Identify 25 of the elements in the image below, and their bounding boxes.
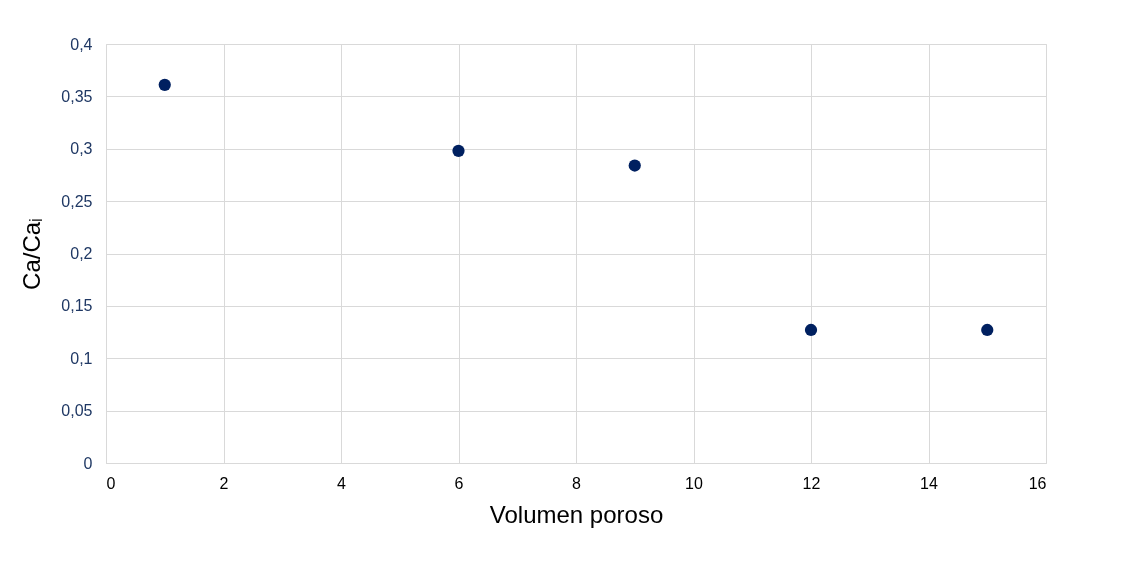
x-tick-label: 14	[920, 474, 938, 492]
point	[158, 78, 171, 91]
y-tick-label: 0,05	[61, 402, 93, 420]
point	[628, 159, 641, 172]
y-tick-label: 0,15	[61, 297, 93, 315]
x-tick-label: 0	[106, 474, 116, 492]
y-tick-label: 0,4	[70, 35, 93, 53]
x-tick-label: 10	[685, 474, 703, 492]
x-tick-label: 6	[454, 474, 464, 492]
y-axis-title: Ca/Caᵢ	[18, 218, 46, 290]
x-tick-label: 4	[337, 474, 347, 492]
y-tick-label: 0,35	[61, 87, 93, 105]
x-tick-label: 8	[572, 474, 582, 492]
x-tick-label: 16	[1028, 474, 1047, 492]
y-tick-label: 0,1	[70, 349, 93, 367]
y-tick-label: 0	[83, 454, 93, 472]
y-tick-label: 0,25	[61, 192, 93, 210]
point	[452, 144, 465, 157]
point	[804, 323, 818, 337]
x-tick-label: 12	[802, 474, 821, 492]
point	[981, 323, 994, 337]
x-axis-title: Volumen poroso	[489, 500, 664, 528]
x-tick-label: 2	[219, 474, 229, 492]
y-tick-label: 0,3	[70, 140, 93, 158]
y-tick-label: 0,2	[70, 245, 93, 262]
